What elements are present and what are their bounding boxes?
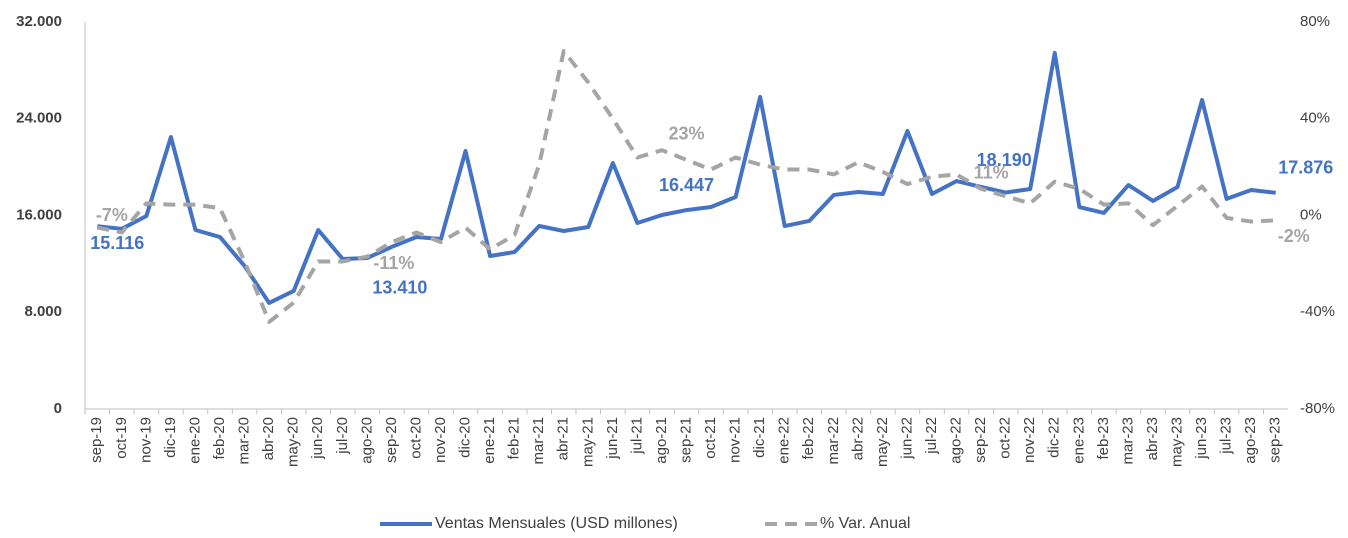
x-tick-label: dic-19 bbox=[162, 417, 179, 458]
x-tick-label: abr-20 bbox=[260, 417, 277, 460]
x-tick-label: dic-21 bbox=[751, 417, 768, 458]
x-tick-label: sep-22 bbox=[972, 417, 989, 463]
y-tick-label: 16.000 bbox=[16, 206, 62, 223]
x-tick-label: ene-23 bbox=[1070, 417, 1087, 464]
y2-tick-label: 0% bbox=[1300, 206, 1322, 223]
x-tick-label: feb-23 bbox=[1095, 417, 1112, 460]
x-tick-label: dic-20 bbox=[457, 417, 474, 458]
x-tick-label: mar-21 bbox=[530, 417, 547, 465]
x-tick-label: ene-21 bbox=[481, 417, 498, 464]
data-label: 23% bbox=[668, 124, 704, 144]
x-tick-label: mar-22 bbox=[825, 417, 842, 465]
data-label: 18.190 bbox=[977, 150, 1032, 170]
x-tick-label: feb-20 bbox=[211, 417, 228, 460]
x-tick-label: may-22 bbox=[874, 417, 891, 467]
data-label: 13.410 bbox=[372, 278, 427, 298]
data-label: -2% bbox=[1278, 226, 1310, 246]
x-tick-label: may-21 bbox=[579, 417, 596, 467]
x-tick-label: abr-22 bbox=[849, 417, 866, 460]
legend-label: Ventas Mensuales (USD millones) bbox=[435, 515, 678, 532]
x-tick-label: jun-20 bbox=[309, 417, 326, 460]
x-tick-label: jul-23 bbox=[1218, 417, 1235, 455]
data-label: 16.447 bbox=[659, 175, 714, 195]
x-tick-label: oct-19 bbox=[113, 417, 130, 459]
x-tick-label: ago-21 bbox=[653, 417, 670, 464]
x-tick-label: feb-22 bbox=[800, 417, 817, 460]
x-tick-label: abr-23 bbox=[1144, 417, 1161, 460]
x-tick-label: ene-20 bbox=[186, 417, 203, 464]
x-tick-label: jun-21 bbox=[604, 417, 621, 460]
data-label: 11% bbox=[974, 163, 1009, 183]
y2-tick-label: 80% bbox=[1300, 13, 1330, 30]
x-tick-label: jul-21 bbox=[628, 417, 645, 455]
x-tick-label: ago-23 bbox=[1242, 417, 1259, 464]
x-tick-label: oct-21 bbox=[702, 417, 719, 459]
x-tick-label: feb-21 bbox=[506, 417, 523, 460]
x-tick-label: sep-20 bbox=[383, 417, 400, 463]
x-tick-label: ago-22 bbox=[948, 417, 965, 464]
x-tick-label: nov-22 bbox=[1021, 417, 1038, 463]
legend-label: % Var. Anual bbox=[820, 515, 910, 532]
series-line bbox=[97, 50, 1276, 305]
data-label: -11% bbox=[373, 253, 414, 273]
x-tick-label: jun-22 bbox=[898, 417, 915, 460]
y2-tick-label: 40% bbox=[1300, 110, 1330, 127]
y-tick-label: 8.000 bbox=[24, 303, 62, 320]
x-tick-label: jun-23 bbox=[1193, 417, 1210, 460]
x-tick-label: sep-21 bbox=[677, 417, 694, 463]
x-tick-label: may-20 bbox=[285, 417, 302, 467]
x-tick-label: jul-20 bbox=[334, 417, 351, 455]
x-tick-label: oct-20 bbox=[407, 417, 424, 459]
x-tick-label: nov-19 bbox=[137, 417, 154, 463]
x-tick-label: ene-22 bbox=[776, 417, 793, 464]
x-tick-label: nov-21 bbox=[727, 417, 744, 463]
x-tick-label: oct-22 bbox=[997, 417, 1014, 459]
data-label: 17.876 bbox=[1278, 158, 1333, 178]
x-tick-label: sep-23 bbox=[1267, 417, 1284, 463]
x-tick-label: mar-20 bbox=[236, 417, 253, 465]
y2-tick-label: -80% bbox=[1300, 400, 1335, 417]
data-label: -7% bbox=[96, 205, 128, 225]
y-tick-label: 24.000 bbox=[16, 110, 62, 127]
y2-tick-label: -40% bbox=[1300, 303, 1335, 320]
x-tick-label: dic-22 bbox=[1046, 417, 1063, 458]
x-tick-label: jul-22 bbox=[923, 417, 940, 455]
x-tick-label: ago-20 bbox=[358, 417, 375, 464]
x-tick-label: sep-19 bbox=[88, 417, 105, 463]
y-tick-label: 0 bbox=[54, 400, 62, 417]
x-tick-label: may-23 bbox=[1168, 417, 1185, 467]
y-tick-label: 32.000 bbox=[16, 13, 62, 30]
x-tick-label: abr-21 bbox=[555, 417, 572, 460]
data-label: 15.116 bbox=[90, 233, 144, 253]
x-tick-label: mar-23 bbox=[1119, 417, 1136, 465]
x-tick-label: nov-20 bbox=[432, 417, 449, 463]
